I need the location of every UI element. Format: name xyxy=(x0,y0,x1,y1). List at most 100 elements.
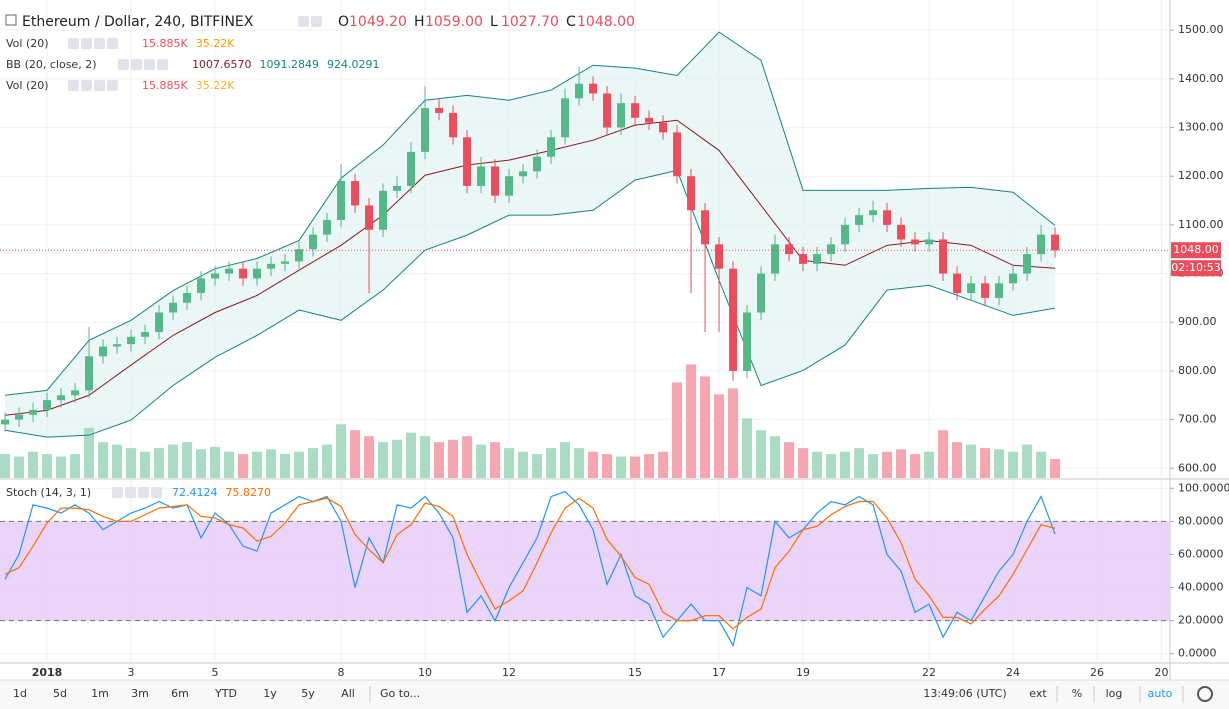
candle-body xyxy=(309,234,318,250)
candle-body xyxy=(589,83,598,94)
volume-bar xyxy=(980,448,991,478)
clock: 13:49:06 (UTC) xyxy=(923,687,1006,700)
goto-button[interactable]: Go to... xyxy=(380,687,420,700)
indicator-value: 35.22K xyxy=(196,79,235,92)
candle-body xyxy=(701,210,710,245)
last-price-box xyxy=(1171,242,1221,259)
range-button[interactable]: 5d xyxy=(53,687,67,700)
ohlc-value: 1059.00 xyxy=(425,14,483,30)
x-tick-label: 8 xyxy=(338,666,345,679)
indicator-value: 35.22K xyxy=(196,37,235,50)
x-tick-label: 12 xyxy=(502,666,516,679)
legend-icon xyxy=(311,16,322,27)
candle-body xyxy=(239,268,248,279)
candle-body xyxy=(841,224,850,245)
option-button[interactable]: ext xyxy=(1029,687,1047,700)
option-button[interactable]: % xyxy=(1072,687,1082,700)
indicator-name: Vol (20) xyxy=(6,79,49,92)
option-button[interactable]: log xyxy=(1106,687,1123,700)
indicator-value: 1007.6570 xyxy=(192,58,252,71)
candle-body xyxy=(547,137,556,157)
candle-body xyxy=(645,117,654,123)
candle-body xyxy=(141,331,150,337)
x-tick-label: 2018 xyxy=(32,666,63,679)
volume-bar xyxy=(770,436,781,478)
volume-bar xyxy=(518,451,529,478)
volume-bar xyxy=(924,451,935,478)
legend-icon xyxy=(298,16,309,27)
volume-bar xyxy=(532,454,543,478)
candle-body xyxy=(897,224,906,240)
candle-body xyxy=(981,283,990,298)
ohlc-key: L xyxy=(490,14,498,30)
volume-bar xyxy=(448,439,459,478)
y-tick-label: 1500.00 xyxy=(1178,23,1224,36)
candle-body xyxy=(491,166,500,196)
volume-bar xyxy=(364,436,375,478)
volume-bar xyxy=(504,448,515,478)
option-button[interactable]: auto xyxy=(1148,687,1173,700)
candle-body xyxy=(925,239,934,245)
x-tick-label: 19 xyxy=(796,666,810,679)
legend-icon xyxy=(81,38,92,49)
candle-body xyxy=(673,132,682,177)
candle-body xyxy=(617,103,626,128)
legend-icon xyxy=(112,487,123,498)
volume-bar xyxy=(322,444,333,478)
range-button[interactable]: 5y xyxy=(301,687,315,700)
range-button[interactable]: 1m xyxy=(91,687,109,700)
candle-body xyxy=(169,302,178,313)
volume-bar xyxy=(70,454,81,478)
volume-bar xyxy=(294,451,305,478)
candle-body xyxy=(729,268,738,371)
range-button[interactable]: 1y xyxy=(263,687,277,700)
candle-body xyxy=(379,190,388,230)
legend-icon xyxy=(138,487,149,498)
volume-bar xyxy=(546,448,557,478)
indicator-value: 924.0291 xyxy=(327,58,380,71)
volume-bar xyxy=(1050,459,1061,478)
range-button[interactable]: 3m xyxy=(131,687,149,700)
y-tick-label: 600.00 xyxy=(1178,461,1217,474)
candle-body xyxy=(505,176,514,196)
volume-bar xyxy=(868,454,879,478)
ohlc-key: C xyxy=(566,14,576,30)
volume-bar xyxy=(742,418,753,478)
volume-bar xyxy=(252,451,263,478)
candle-body xyxy=(995,283,1004,298)
candle-body xyxy=(267,263,276,269)
range-button[interactable]: 1d xyxy=(13,687,27,700)
stoch-line xyxy=(4,497,1056,630)
volume-bar xyxy=(182,442,193,478)
volume-bar xyxy=(966,444,977,478)
volume-bar xyxy=(700,376,711,478)
volume-bar xyxy=(798,448,809,478)
range-button[interactable]: YTD xyxy=(214,687,237,700)
volume-bar xyxy=(784,442,795,478)
volume-bar xyxy=(588,451,599,478)
candle-body xyxy=(281,261,290,264)
y-tick-label: 1300.00 xyxy=(1178,121,1224,134)
volume-bar xyxy=(602,454,613,478)
volume-bar xyxy=(378,442,389,478)
settings-icon[interactable] xyxy=(1197,686,1213,702)
range-button[interactable]: All xyxy=(341,687,355,700)
volume-bar xyxy=(490,442,501,478)
volume-bar xyxy=(854,448,865,478)
collapse-icon xyxy=(5,14,17,26)
volume-bar xyxy=(308,448,319,478)
volume-bar xyxy=(28,451,39,478)
bollinger-lower xyxy=(4,169,1056,438)
candle-body xyxy=(99,346,108,357)
y-tick-label: 80.0000 xyxy=(1178,514,1224,527)
volume-bar xyxy=(896,449,907,478)
candle-body xyxy=(351,181,360,206)
bollinger-middle xyxy=(4,119,1056,416)
stoch-value: 72.4124 xyxy=(172,486,218,499)
range-button[interactable]: 6m xyxy=(171,687,189,700)
candle-body xyxy=(435,108,444,113)
legend-icon xyxy=(107,38,118,49)
y-tick-label: 0.0000 xyxy=(1178,647,1217,660)
volume-bar xyxy=(126,448,137,478)
candle-body xyxy=(715,244,724,269)
